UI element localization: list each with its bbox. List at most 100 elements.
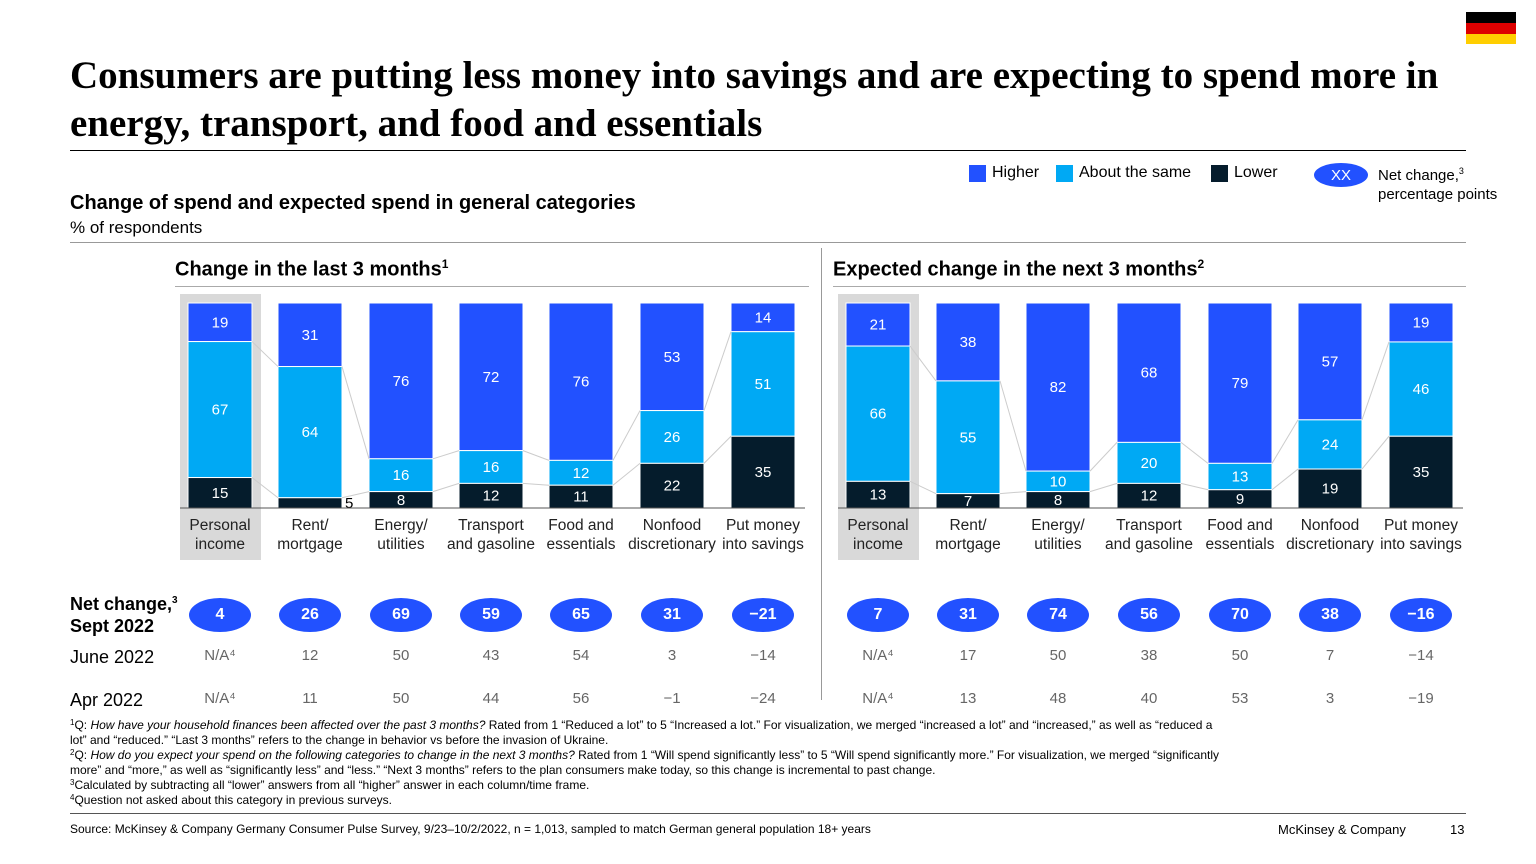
category-label: Personal income (189, 517, 251, 553)
bar-segment-higher (639, 302, 705, 412)
history-value-june-2022: −14 (750, 647, 776, 664)
bar-segment-about-the-same (935, 380, 1001, 495)
legend-net-symbol: XX (1314, 163, 1368, 187)
footnotes: 1Q: How have your household finances bee… (70, 718, 1220, 807)
connector-line (1089, 442, 1118, 472)
net-change-badge: 7 (847, 598, 909, 632)
category-label: Put money into savings (722, 517, 804, 553)
history-value-june-2022: −14 (1408, 647, 1434, 664)
data-label: 35 (1413, 464, 1430, 481)
history-value-apr-2022: 50 (392, 690, 410, 707)
panel-title-last: Change in the last 3 months1 (175, 257, 449, 281)
unit-label: % of respondents (70, 218, 203, 237)
data-label: 12 (483, 488, 500, 505)
bar-segment-higher (1297, 302, 1363, 421)
category-label: Energy/ utilities (1031, 517, 1085, 553)
bar-segment-higher (548, 302, 614, 461)
legend-same: About the same (1056, 164, 1191, 182)
history-value-apr-2022: 13 (959, 690, 977, 707)
data-label: 38 (960, 334, 977, 351)
history-value-apr-2022: 3 (1325, 690, 1335, 707)
data-label: 35 (755, 464, 772, 481)
data-label: 76 (393, 373, 410, 390)
data-label: 68 (1141, 365, 1158, 382)
bar-segment-higher (187, 302, 253, 343)
history-value-june-2022: 17 (959, 647, 977, 664)
net-change-badge: 31 (937, 598, 999, 632)
data-label: 82 (1050, 379, 1067, 396)
data-label: 10 (1050, 473, 1067, 490)
category-label: Transport and gasoline (1105, 517, 1193, 553)
net-change-badge: 31 (641, 598, 703, 632)
data-label: 46 (1413, 381, 1430, 398)
connector-line (999, 491, 1027, 495)
bar-segment-about-the-same (187, 341, 253, 479)
source-note: Source: McKinsey & Company Germany Consu… (70, 822, 871, 836)
history-value-june-2022: 50 (392, 647, 410, 664)
bar-segment-lower (1116, 482, 1182, 509)
history-value-june-2022: 43 (482, 647, 500, 664)
connector-line (1180, 442, 1209, 464)
history-value-apr-2022: −19 (1408, 690, 1434, 707)
category-label: Personal income (847, 517, 909, 553)
data-label: 16 (483, 459, 500, 476)
net-change-badge: 74 (1027, 598, 1089, 632)
data-label: 55 (960, 429, 977, 446)
bar-segment-about-the-same (639, 410, 705, 464)
history-value-june-2022: N/A⁴ (204, 647, 236, 664)
panel-title-next: Expected change in the next 3 months2 (833, 257, 1205, 281)
bar-segment-higher (368, 302, 434, 460)
row-label-apr: Apr 2022 (70, 690, 144, 710)
history-value-apr-2022: N/A⁴ (862, 690, 894, 707)
data-label: 31 (302, 327, 319, 344)
connector-line (1180, 482, 1209, 491)
data-label: 8 (397, 492, 405, 509)
bar-segment-lower (187, 477, 253, 509)
data-label: 21 (870, 317, 887, 334)
history-value-june-2022: N/A⁴ (862, 647, 894, 664)
connector-line (1361, 435, 1390, 470)
connector-line (341, 366, 370, 459)
category-label: Nonfood discretionary (1286, 517, 1374, 553)
bar-segment-higher (730, 302, 796, 333)
bar-segment-about-the-same (1297, 419, 1363, 470)
chart-subtitle: Change of spend and expected spend in ge… (70, 192, 636, 214)
net-change-badge: 56 (1118, 598, 1180, 632)
net-change-badge: 65 (550, 598, 612, 632)
bar-segment-higher (935, 302, 1001, 382)
data-label: 53 (664, 349, 681, 366)
data-label: 66 (870, 406, 887, 423)
bar-segment-about-the-same (277, 366, 343, 499)
bar-segment-higher (1207, 302, 1273, 464)
connector-line (703, 435, 732, 464)
row-label-june: June 2022 (70, 647, 155, 667)
net-change-badge: 26 (279, 598, 341, 632)
connector-line (1271, 419, 1299, 464)
connector-line (612, 462, 641, 486)
data-label: 64 (302, 424, 319, 441)
history-value-apr-2022: 44 (482, 690, 500, 707)
bar-segment-higher (1025, 302, 1091, 472)
page-number: 13 (1450, 822, 1465, 837)
category-label: Transport and gasoline (447, 517, 535, 553)
germany-flag-icon (1466, 12, 1516, 44)
data-label: 76 (573, 374, 590, 391)
bar-segment-about-the-same (1207, 462, 1273, 491)
data-label: 26 (664, 429, 681, 446)
data-label: 51 (755, 376, 772, 393)
legend-lower: Lower (1211, 164, 1278, 182)
history-value-apr-2022: 56 (572, 690, 590, 707)
data-label: 19 (1322, 481, 1339, 498)
history-value-june-2022: 3 (667, 647, 677, 664)
connector-line (612, 410, 641, 461)
net-change-badge: 38 (1299, 598, 1361, 632)
category-label: Rent/ mortgage (935, 517, 1001, 553)
connector-line (251, 477, 279, 499)
bar-segment-about-the-same (458, 450, 524, 484)
history-value-june-2022: 38 (1140, 647, 1158, 664)
bar-segment-higher (458, 302, 524, 452)
connector-line (1089, 482, 1118, 493)
bar-segment-about-the-same (368, 458, 434, 493)
data-label: 9 (1236, 491, 1244, 508)
history-value-june-2022: 50 (1049, 647, 1067, 664)
